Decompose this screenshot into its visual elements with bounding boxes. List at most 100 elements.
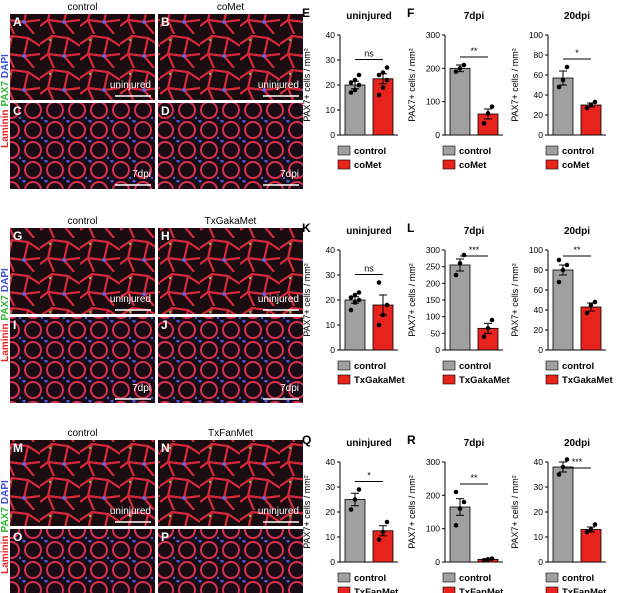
y-axis-label: PAX7+ cells / mm² (407, 475, 417, 549)
data-point (489, 317, 495, 323)
data-point (348, 307, 354, 313)
bar (580, 529, 602, 563)
significance: ** (470, 46, 478, 56)
data-point (457, 66, 463, 71)
panel-letter: P (161, 530, 169, 544)
data-point (489, 556, 495, 561)
micrograph (10, 228, 155, 314)
legend-swatch (545, 572, 559, 583)
y-tick-label: 80 (534, 50, 544, 60)
data-point (461, 499, 467, 505)
data-point (376, 322, 382, 328)
data-point (560, 464, 566, 470)
data-point (485, 557, 491, 562)
legend-swatch (337, 145, 351, 156)
y-tick-label: 0 (538, 130, 543, 140)
data-point (376, 280, 382, 285)
panel-letter: G (13, 229, 22, 243)
panel-letter: J (161, 318, 168, 332)
legend-swatch (545, 145, 559, 156)
y-tick-label: 300 (426, 245, 440, 255)
data-point (376, 537, 382, 542)
data-point (556, 84, 562, 90)
significance: *** (469, 245, 480, 255)
data-point (485, 326, 491, 331)
data-point (560, 267, 566, 273)
y-tick-label: 300 (426, 30, 440, 40)
data-point (352, 87, 358, 93)
y-tick-label: 200 (426, 490, 440, 500)
legend-swatch (337, 374, 351, 385)
data-point (564, 457, 570, 462)
data-point (384, 77, 390, 83)
y-tick-label: 50 (431, 328, 441, 338)
panel-caption: 7dpi (132, 169, 151, 180)
y-axis-label: PAX7+ cells / mm² (407, 263, 417, 337)
legend-swatch (545, 586, 559, 593)
y-axis-label: PAX7+ cells / mm² (302, 475, 312, 549)
data-point (481, 121, 487, 126)
y-tick-label: 20 (326, 507, 336, 517)
data-point (453, 69, 459, 74)
y-axis-label: PAX7+ cells / mm² (510, 48, 520, 122)
bar (344, 84, 366, 136)
panel-letter: R (407, 433, 416, 447)
panel-letter: L (407, 221, 414, 235)
panel-letter: D (161, 104, 170, 118)
data-point (348, 295, 354, 300)
panel-letter: M (13, 441, 23, 455)
legend-label: TxFanMet (354, 587, 399, 593)
legend-label: control (562, 146, 594, 157)
data-point (380, 70, 386, 75)
data-point (457, 506, 463, 511)
y-tick-label: 10 (326, 320, 336, 330)
chart-title: uninjured (346, 226, 392, 237)
legend-label: control (562, 573, 594, 584)
micrograph (158, 440, 303, 526)
y-tick-label: 20 (534, 325, 544, 335)
legend-swatch (442, 586, 456, 593)
stain-name: PAX7 (0, 507, 11, 533)
chart-title: 20dpi (564, 438, 590, 449)
legend-label: TxGakaMet (562, 375, 614, 386)
stain-name: DAPI (0, 268, 11, 292)
legend-label: control (459, 361, 491, 372)
panel-letter: A (13, 15, 22, 29)
legend-label: control (354, 146, 386, 157)
y-tick-label: 40 (326, 457, 336, 467)
legend-label: control (459, 573, 491, 584)
data-point (453, 272, 459, 278)
panel-header: control (67, 2, 97, 13)
y-tick-label: 80 (534, 265, 544, 275)
legend-label: TxGakaMet (354, 375, 406, 386)
data-point (352, 292, 358, 298)
micrograph (158, 317, 303, 403)
y-tick-label: 200 (426, 63, 440, 73)
data-point (384, 65, 390, 70)
micrograph (158, 14, 303, 100)
legend-label: control (354, 573, 386, 584)
y-axis-label: PAX7+ cells / mm² (510, 263, 520, 337)
data-point (584, 105, 590, 111)
y-tick-label: 40 (534, 457, 544, 467)
legend-swatch (442, 159, 456, 170)
data-point (560, 77, 566, 83)
legend-swatch (442, 374, 456, 385)
legend-label: coMet (354, 160, 382, 171)
panel-header: control (67, 428, 97, 439)
y-tick-label: 0 (435, 345, 440, 355)
data-point (352, 497, 358, 502)
legend-label: TxFanMet (562, 587, 607, 593)
chart-title: 7dpi (464, 226, 485, 237)
y-tick-label: 10 (534, 532, 544, 542)
bar (552, 77, 574, 136)
data-point (592, 299, 598, 305)
data-point (376, 92, 382, 98)
data-point (457, 261, 463, 266)
legend-swatch (442, 145, 456, 156)
data-point (584, 310, 590, 316)
panel-caption: uninjured (258, 80, 299, 91)
micrograph (158, 228, 303, 314)
y-tick-label: 300 (426, 457, 440, 467)
y-tick-label: 100 (426, 312, 440, 322)
